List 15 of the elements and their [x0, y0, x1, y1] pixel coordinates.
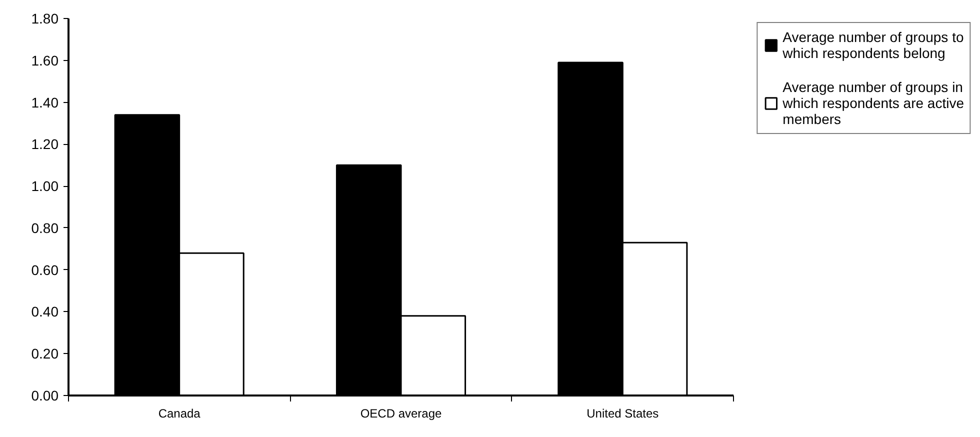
- y-tick-label: 0.20: [31, 346, 59, 362]
- x-tick-label: OECD average: [360, 406, 442, 420]
- y-tick-label: 1.00: [31, 178, 59, 194]
- y-tick-label: 1.40: [31, 94, 59, 110]
- y-tick-label: 0.60: [31, 262, 59, 278]
- y-tick-label: 1.80: [31, 10, 59, 26]
- x-tick-label: United States: [586, 406, 659, 420]
- y-tick-label: 0.80: [31, 220, 59, 236]
- x-tick-label: Canada: [158, 406, 201, 420]
- legend-label: Average number of groups to which respondents belong: [782, 29, 964, 61]
- y-tick-label: 1.20: [31, 136, 59, 152]
- legend-label: Average number of groups in which respondents are active members: [782, 79, 964, 127]
- y-tick-label: 0.00: [31, 388, 59, 404]
- y-tick-label: 1.60: [31, 52, 59, 68]
- y-tick-label: 0.40: [31, 304, 59, 320]
